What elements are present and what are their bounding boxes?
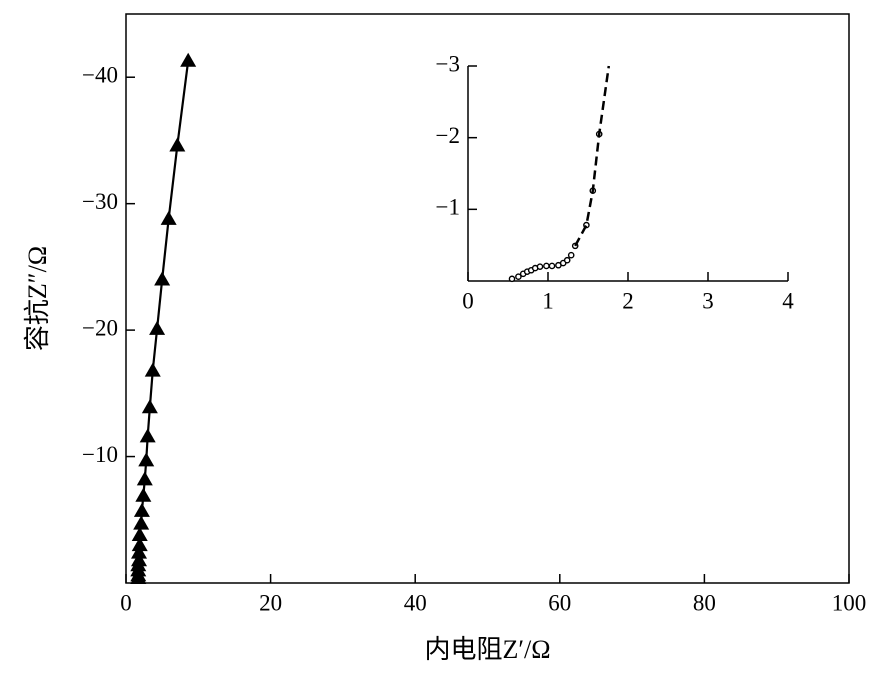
- data-point: [180, 52, 197, 67]
- data-point: [149, 320, 166, 335]
- data-point: [131, 537, 148, 552]
- data-point: [543, 262, 550, 270]
- y-axis-label: 容抗Z″/Ω: [23, 246, 52, 351]
- data-point: [138, 452, 155, 467]
- x-tick-label: 80: [693, 590, 716, 615]
- x-tick-label: 100: [832, 590, 867, 615]
- data-point: [508, 275, 516, 283]
- data-point: [567, 251, 575, 259]
- x-tick-label: 3: [702, 288, 714, 313]
- plot-frame: [125, 13, 850, 584]
- data-point: [141, 399, 158, 414]
- data-point: [136, 471, 153, 486]
- data-point: [154, 271, 171, 286]
- x-tick-label: 40: [404, 590, 427, 615]
- y-tick-label: −20: [82, 315, 118, 340]
- x-tick-label: 0: [462, 288, 474, 313]
- y-tick-label: −10: [82, 442, 118, 467]
- y-tick-label: −3: [436, 51, 460, 76]
- data-point: [139, 428, 156, 443]
- series-line: [574, 65, 611, 247]
- y-tick-label: −30: [82, 189, 118, 214]
- data-point: [133, 515, 150, 530]
- x-axis-label: 内电阻Z′/Ω: [424, 635, 550, 664]
- x-tick-label: 20: [259, 590, 282, 615]
- data-point: [548, 262, 556, 270]
- data-point: [133, 502, 150, 517]
- data-point: [536, 263, 544, 270]
- x-tick-label: 4: [782, 288, 794, 313]
- data-point: [169, 137, 186, 152]
- data-point: [515, 273, 522, 281]
- x-tick-label: 1: [542, 288, 554, 313]
- data-point: [131, 552, 148, 567]
- y-tick-label: −40: [82, 63, 118, 88]
- data-point: [131, 526, 148, 541]
- data-point: [135, 487, 152, 502]
- data-point: [563, 256, 571, 264]
- x-tick-label: 60: [548, 590, 571, 615]
- y-tick-label: −2: [436, 123, 460, 148]
- data-point: [144, 362, 161, 377]
- x-tick-label: 0: [120, 590, 132, 615]
- data-point: [131, 544, 148, 559]
- y-tick-label: −1: [436, 195, 460, 220]
- x-tick-label: 2: [622, 288, 634, 313]
- data-point: [160, 210, 177, 225]
